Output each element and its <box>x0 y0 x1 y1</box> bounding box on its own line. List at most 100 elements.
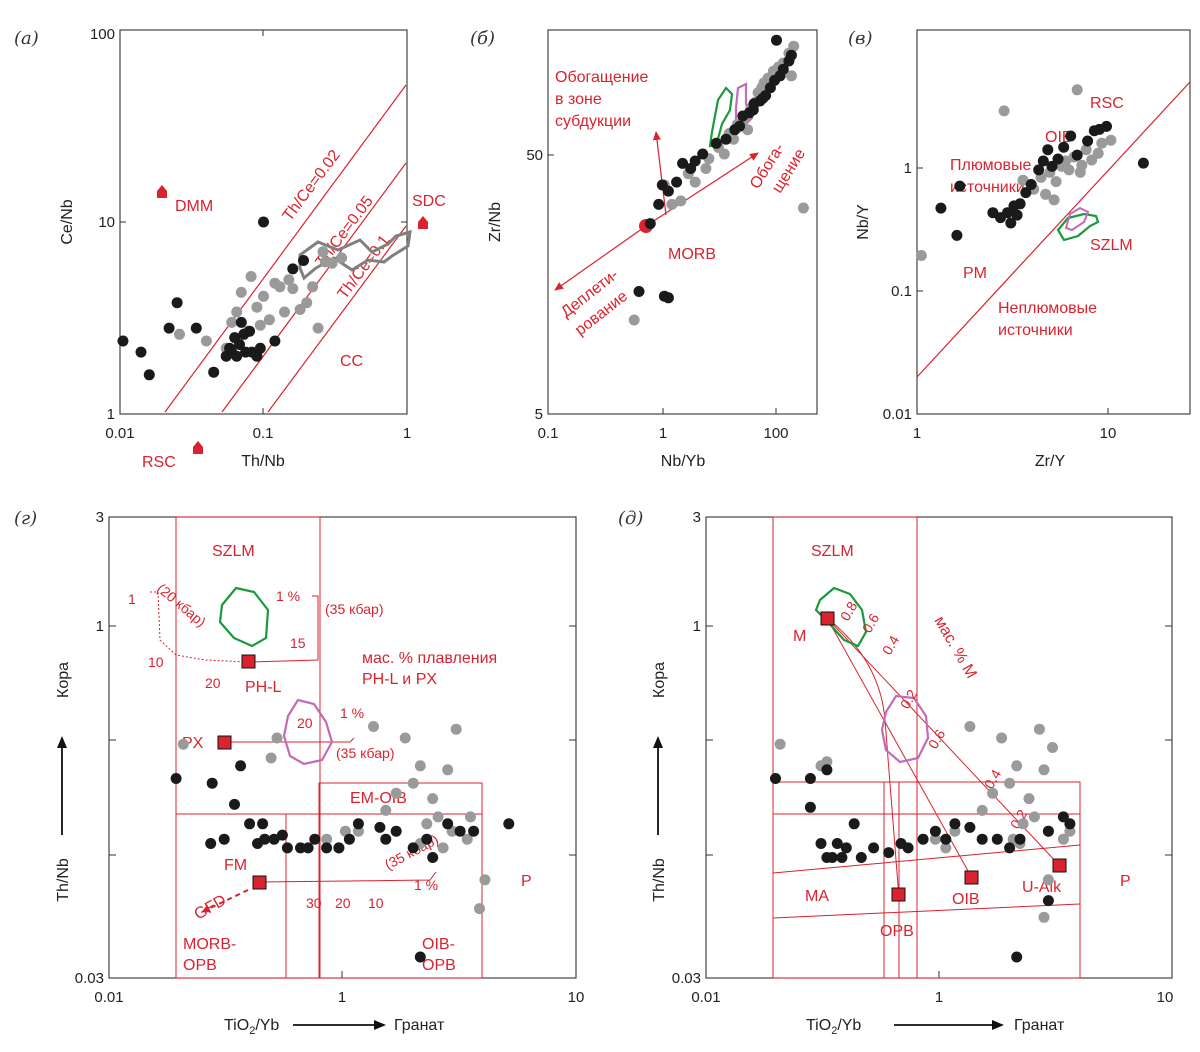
data-point-black <box>917 833 929 845</box>
fm-label: FM <box>224 857 247 874</box>
ualk-label: U-Alk <box>1022 879 1062 896</box>
data-point-gray <box>200 335 212 347</box>
melt-pct-label-1: мас. % плавления <box>362 650 497 667</box>
panel-d-tag: (г) <box>14 508 37 529</box>
pink-field-c <box>1064 206 1090 232</box>
data-point-gray <box>1017 818 1029 830</box>
panel-e-tag: (д) <box>618 508 643 529</box>
oib-label-c: OIB <box>1045 129 1073 146</box>
data-point-black <box>235 760 247 772</box>
data-point-black <box>1065 130 1077 142</box>
data-point-black <box>757 92 769 104</box>
data-point-gray <box>1042 874 1054 886</box>
data-point-black <box>804 773 816 784</box>
panel-e-ticks <box>706 625 1172 978</box>
thce-002-line <box>164 84 407 413</box>
data-point-gray <box>465 811 476 823</box>
data-point-black <box>868 842 880 854</box>
panel-e-ytick-1: 1 <box>693 618 701 635</box>
data-point-gray <box>317 246 329 258</box>
melt-20-px: 20 <box>297 715 313 731</box>
data-point-gray <box>1004 777 1016 789</box>
data-point-black <box>414 951 426 963</box>
data-point-gray <box>254 319 266 331</box>
data-point-black <box>333 842 345 854</box>
data-point-black <box>1058 141 1070 153</box>
panel-a-xtick-01: 0.1 <box>253 425 274 442</box>
data-point-gray <box>915 250 927 261</box>
data-point-gray <box>929 833 941 845</box>
data-point-black <box>1052 153 1064 165</box>
panel-c-tag: (в) <box>848 28 873 49</box>
data-point-gray <box>1074 166 1086 178</box>
data-point-gray <box>174 328 185 340</box>
data-point-black <box>644 218 656 230</box>
panel-c-ticks <box>917 167 1109 414</box>
data-point-gray <box>407 777 419 789</box>
p-label-d: P <box>521 873 532 890</box>
panel-a-ytick-10: 10 <box>98 214 115 231</box>
morb-label-d: MORB- <box>183 936 236 953</box>
panel-b-xtick-01: 0.1 <box>538 425 559 442</box>
data-point-gray <box>1017 174 1029 186</box>
data-point-black <box>689 155 701 167</box>
data-point-gray <box>390 787 402 799</box>
data-point-gray <box>312 322 324 334</box>
panel-c-ylabel: Nb/Y <box>855 204 872 240</box>
data-point-gray <box>1050 176 1062 188</box>
melt-20-fm: 20 <box>335 895 351 911</box>
fm-melt-curve <box>259 871 437 883</box>
panel-c-xtick-10: 10 <box>1100 425 1117 442</box>
data-point-black <box>734 120 746 132</box>
oib-label-e: OIB <box>952 891 980 908</box>
panel-a-tag: (а) <box>14 28 39 49</box>
panel-a-ticks <box>120 30 407 414</box>
data-point-gray <box>700 163 712 174</box>
data-point-black <box>1014 833 1026 845</box>
mass-pct-m-label: мас. % M <box>931 614 980 682</box>
data-point-gray <box>474 903 485 915</box>
data-point-gray <box>1047 742 1058 753</box>
panel-a-xtick-001: 0.01 <box>105 425 134 442</box>
px-melt-tick <box>349 737 355 743</box>
panel-b-xtick-1: 1 <box>659 425 667 442</box>
panel-c-xtick-1: 1 <box>913 425 921 442</box>
panel-c-ytick-01: 0.1 <box>891 283 912 300</box>
data-point-gray <box>442 764 454 776</box>
data-point-gray <box>437 842 449 854</box>
panel-d-ytick-3: 3 <box>96 509 104 526</box>
data-point-gray <box>380 804 392 816</box>
panel-c-xlabel: Zr/Y <box>1035 453 1066 470</box>
panel-b-tag: (б) <box>470 28 495 49</box>
data-point-gray <box>336 252 348 264</box>
panel-d-ylabel: Th/Nb <box>55 858 72 902</box>
data-point-black <box>902 842 914 854</box>
data-point-gray <box>788 40 800 52</box>
pct1-label-c: 1 % <box>414 877 438 893</box>
panel-e-granat: Гранат <box>1014 1017 1065 1034</box>
enrichment-subduction-2: в зоне <box>555 91 602 108</box>
data-point-gray <box>368 721 379 732</box>
data-point-black <box>171 297 183 309</box>
panel-a: (а) 1 10 100 0.01 0.1 1 Th/Nb Ce/Nb Th/C… <box>14 26 446 471</box>
data-point-black <box>252 838 263 849</box>
data-point-black <box>826 852 838 863</box>
oib-square <box>964 870 979 885</box>
data-point-black <box>1042 895 1054 907</box>
melt-pct-label-2: PH-L и PX <box>362 671 437 688</box>
data-point-gray <box>797 202 809 214</box>
p-label-e: P <box>1120 873 1131 890</box>
panel-e-xtick-1: 1 <box>935 989 943 1006</box>
data-point-black <box>427 852 439 863</box>
data-point-black <box>940 833 952 845</box>
data-point-black <box>1042 825 1054 837</box>
pct1-label-a: 1 % <box>276 588 300 604</box>
cc-label: CC <box>340 353 363 370</box>
data-point-black <box>190 322 202 334</box>
subduction-arrow <box>652 131 667 216</box>
data-point-gray <box>263 314 275 326</box>
szlm-label-c: SZLM <box>1090 237 1133 254</box>
panel-d: (г) 0.03 1 3 0.01 1 10 TiO2/Yb Гранат Th… <box>14 508 584 1037</box>
panel-b: (б) 5 50 0.1 1 100 Nb/Yb Zr/Nb MORB Обог… <box>470 28 818 470</box>
pm-label: PM <box>963 265 987 282</box>
